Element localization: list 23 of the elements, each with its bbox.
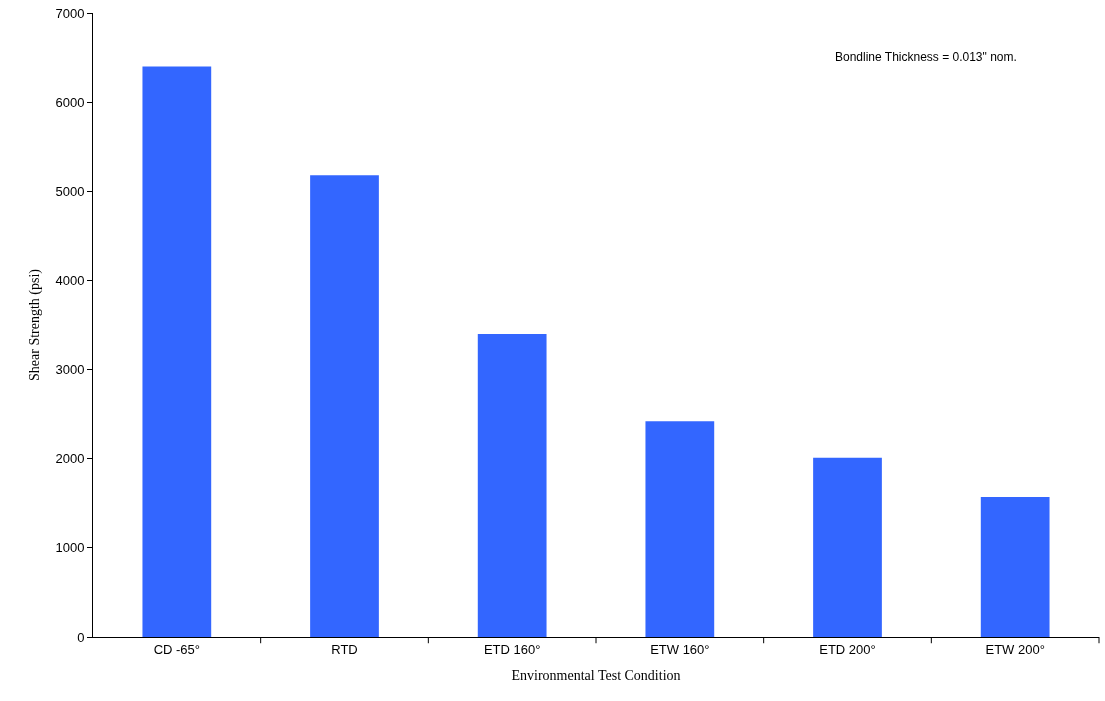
bar (310, 175, 379, 637)
x-tick-label: ETD 200° (819, 641, 876, 657)
bar (980, 497, 1050, 637)
x-tick-label: ETD 160° (483, 641, 541, 657)
annotation: Bondline Thickness = 0.013" nom. (835, 50, 1017, 64)
y-tick-label: 1000 (55, 540, 85, 556)
y-axis-title: Shear Strength (psi) (27, 268, 44, 381)
x-tick-label: ETW 200° (985, 641, 1045, 657)
x-tick-label: ETW 160° (650, 641, 710, 657)
x-tick-label: CD -65° (153, 641, 201, 657)
bar (645, 421, 715, 637)
x-tick-label: RTD (331, 641, 358, 657)
bar (477, 333, 547, 637)
y-tick-label: 5000 (55, 183, 85, 199)
y-tick-label: 3000 (55, 362, 85, 378)
y-tick-label: 4000 (55, 272, 85, 288)
y-tick-label: 2000 (55, 451, 85, 467)
bar (813, 457, 882, 637)
y-tick-label: 7000 (55, 5, 85, 21)
x-axis-title: Environmental Test Condition (511, 667, 681, 683)
y-tick-label: 0 (77, 629, 85, 645)
y-tick-label: 6000 (55, 94, 85, 110)
bar (142, 66, 212, 637)
